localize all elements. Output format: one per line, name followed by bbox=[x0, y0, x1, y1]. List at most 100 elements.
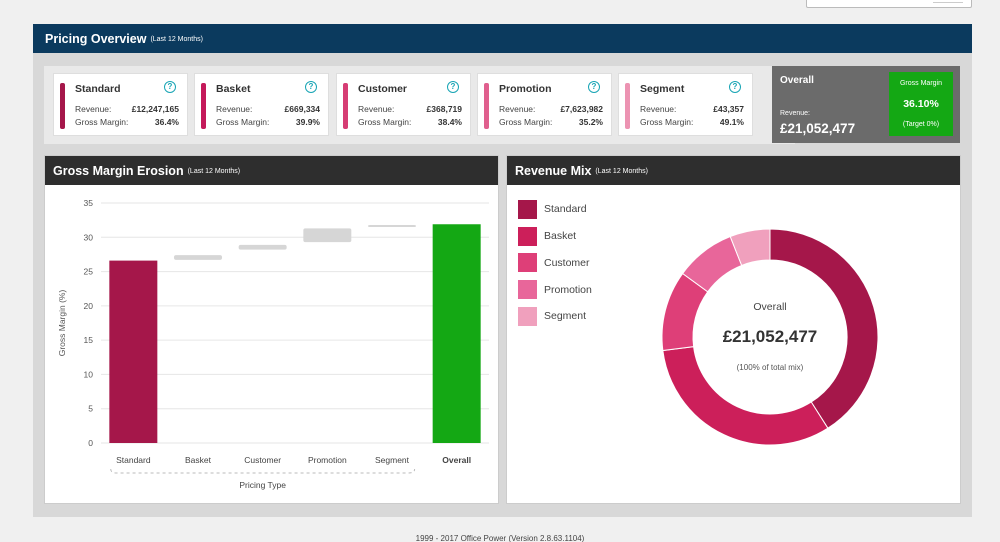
gross-margin-label: Gross Margin: bbox=[499, 117, 553, 127]
x-tick-label: Promotion bbox=[308, 455, 347, 465]
legend-item-basket[interactable]: Basket bbox=[518, 223, 592, 250]
overall-revenue-label: Revenue: bbox=[780, 110, 810, 117]
help-icon[interactable]: ? bbox=[164, 81, 176, 93]
kpi-name: Customer bbox=[358, 83, 408, 95]
x-tick-label: Segment bbox=[375, 455, 410, 465]
erosion-subtitle: (Last 12 Months) bbox=[187, 168, 241, 175]
y-tick-label: 30 bbox=[84, 232, 94, 242]
category-bracket bbox=[110, 468, 416, 474]
overall-card: Overall Revenue: £21,052,477 Gross Margi… bbox=[772, 66, 960, 143]
mix-subtitle: (Last 12 Months) bbox=[595, 168, 648, 175]
legend-item-customer[interactable]: Customer bbox=[518, 250, 592, 277]
y-tick-label: 20 bbox=[84, 301, 94, 311]
mix-legend: Standard Basket Customer Promotion Segment bbox=[518, 196, 592, 330]
revenue-value: £43,357 bbox=[713, 104, 744, 114]
legend-swatch bbox=[518, 280, 537, 300]
donut-center-value: £21,052,477 bbox=[723, 327, 818, 346]
kpi-color-bar bbox=[625, 83, 630, 129]
y-tick-label: 0 bbox=[88, 438, 93, 448]
top-select[interactable] bbox=[806, 0, 972, 8]
kpi-card-promotion[interactable]: Promotion ? Revenue: £7,623,982 Gross Mar… bbox=[477, 73, 612, 136]
kpi-color-bar bbox=[60, 83, 65, 129]
kpi-card-segment[interactable]: Segment ? Revenue: £43,357 Gross Margin: 4… bbox=[618, 73, 753, 136]
x-tick-label: Standard bbox=[116, 455, 151, 465]
panel-subtitle: (Last 12 Months) bbox=[150, 36, 203, 43]
kpi-card-basket[interactable]: Basket ? Revenue: £669,334 Gross Margin: 3… bbox=[194, 73, 329, 136]
x-tick-label: Basket bbox=[185, 455, 212, 465]
footer-version: 1999 - 2017 Office Power (Version 2.8.63… bbox=[415, 534, 585, 542]
gross-margin-label: Gross Margin: bbox=[75, 117, 129, 127]
x-axis-label: Pricing Type bbox=[239, 480, 286, 490]
y-tick-label: 25 bbox=[84, 267, 94, 277]
bar-overall bbox=[432, 224, 481, 443]
pricing-overview-panel: Pricing Overview (Last 12 Months) Standa… bbox=[33, 24, 972, 517]
donut-chart: Overall £21,052,477 (100% of total mix) bbox=[661, 228, 879, 446]
donut-center-title: Overall bbox=[753, 301, 786, 313]
mix-header: Revenue Mix (Last 12 Months) bbox=[507, 156, 960, 185]
gross-margin-value: 39.9% bbox=[295, 117, 320, 127]
kpi-name: Segment bbox=[640, 83, 685, 95]
slice-standard bbox=[769, 228, 879, 429]
y-tick-label: 35 bbox=[84, 198, 94, 208]
kpi-color-bar bbox=[484, 83, 489, 129]
legend-label: Customer bbox=[544, 256, 590, 269]
overall-revenue-value: £21,052,477 bbox=[780, 121, 856, 136]
revenue-value: £12,247,165 bbox=[131, 104, 179, 114]
overall-title: Overall bbox=[780, 75, 814, 86]
kpi-strip: Standard ? Revenue: £12,247,165 Gross Mar… bbox=[44, 66, 795, 144]
gross-margin-label: Gross Margin: bbox=[640, 117, 694, 127]
kpi-card-customer[interactable]: Customer ? Revenue: £368,719 Gross Margin… bbox=[336, 73, 471, 136]
bar-segment bbox=[368, 224, 416, 227]
legend-swatch bbox=[518, 306, 537, 326]
gross-margin-erosion-panel: Gross Margin Erosion (Last 12 Months) 0 5… bbox=[44, 155, 499, 504]
gross-margin-value: 35.2% bbox=[578, 117, 603, 127]
erosion-chart: 0 5 10 15 20 25 30 35 Gross Margin (%) Standard Ba… bbox=[57, 198, 489, 490]
y-axis-label: Gross Margin (%) bbox=[57, 290, 67, 357]
bar-promotion bbox=[303, 228, 352, 243]
bar-customer bbox=[238, 244, 287, 250]
gross-margin-value: 38.4% bbox=[437, 117, 462, 127]
kpi-name: Standard bbox=[75, 83, 121, 95]
legend-item-standard[interactable]: Standard bbox=[518, 196, 592, 223]
help-icon[interactable]: ? bbox=[588, 81, 600, 93]
overall-gross-margin-label: Gross Margin bbox=[899, 80, 942, 87]
x-tick-label: Customer bbox=[244, 455, 281, 465]
legend-label: Promotion bbox=[544, 283, 592, 296]
legend-item-promotion[interactable]: Promotion bbox=[518, 276, 592, 303]
help-icon[interactable]: ? bbox=[729, 81, 741, 93]
gross-margin-value: 49.1% bbox=[719, 117, 744, 127]
kpi-color-bar bbox=[201, 83, 206, 129]
overall-gross-margin-value: 36.10% bbox=[903, 98, 939, 110]
revenue-label: Revenue: bbox=[75, 104, 112, 114]
revenue-label: Revenue: bbox=[358, 104, 395, 114]
bar-standard bbox=[109, 260, 158, 443]
revenue-value: £368,719 bbox=[426, 104, 462, 114]
revenue-label: Revenue: bbox=[216, 104, 253, 114]
select-value-placeholder bbox=[933, 0, 963, 3]
kpi-name: Promotion bbox=[499, 83, 552, 95]
y-tick-label: 10 bbox=[84, 369, 94, 379]
legend-item-segment[interactable]: Segment bbox=[518, 303, 592, 330]
gross-margin-label: Gross Margin: bbox=[358, 117, 412, 127]
revenue-value: £7,623,982 bbox=[560, 104, 603, 114]
kpi-name: Basket bbox=[216, 83, 251, 95]
gross-margin-value: 36.4% bbox=[154, 117, 179, 127]
x-tick-label: Overall bbox=[442, 455, 471, 465]
legend-swatch bbox=[518, 226, 537, 246]
pricing-overview-header: Pricing Overview (Last 12 Months) bbox=[33, 24, 972, 53]
y-tick-label: 15 bbox=[84, 335, 94, 345]
slice-basket bbox=[662, 346, 829, 446]
revenue-label: Revenue: bbox=[640, 104, 677, 114]
y-tick-label: 5 bbox=[88, 404, 93, 414]
kpi-card-standard[interactable]: Standard ? Revenue: £12,247,165 Gross Mar… bbox=[53, 73, 188, 136]
panel-title: Pricing Overview bbox=[45, 31, 147, 46]
help-icon[interactable]: ? bbox=[305, 81, 317, 93]
mix-title: Revenue Mix bbox=[515, 163, 592, 178]
revenue-value: £669,334 bbox=[284, 104, 320, 114]
revenue-mix-panel: Revenue Mix (Last 12 Months) Standard Bas… bbox=[506, 155, 961, 504]
help-icon[interactable]: ? bbox=[447, 81, 459, 93]
gross-margin-status-box: Gross Margin 36.10% (Target 0%) bbox=[889, 72, 953, 136]
donut-center-note: (100% of total mix) bbox=[737, 363, 804, 372]
legend-swatch bbox=[518, 253, 537, 273]
slice-segment bbox=[729, 228, 771, 267]
